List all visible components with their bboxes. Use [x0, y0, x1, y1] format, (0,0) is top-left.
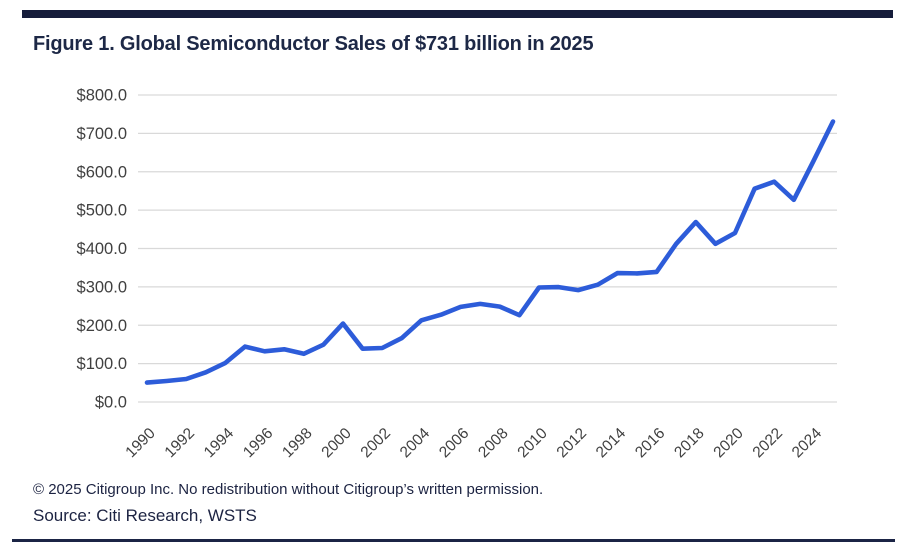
x-tick-label: 2014 — [593, 425, 630, 462]
x-tick-label: 1994 — [201, 425, 238, 462]
y-tick-label: $700.0 — [77, 125, 127, 143]
semiconductor-sales-line-chart: $0.0 $100.0 $200.0 $300.0 $400.0 $500.0 $600.0… — [77, 87, 837, 462]
y-tick-label: $500.0 — [77, 202, 127, 220]
y-tick-label: $600.0 — [77, 163, 127, 181]
source-note: Source: Citi Research, WSTS — [33, 506, 257, 525]
x-tick-label: 1998 — [279, 425, 315, 461]
top-accent-bar — [22, 10, 893, 18]
x-tick-label: 2022 — [750, 425, 786, 461]
y-tick-label: $300.0 — [77, 278, 127, 296]
y-tick-label: $800.0 — [77, 87, 127, 105]
x-tick-label: 2018 — [671, 425, 707, 461]
x-tick-label: 2000 — [318, 425, 355, 462]
x-tick-label: 2006 — [436, 425, 472, 461]
x-tick-label: 2024 — [789, 425, 826, 462]
x-tick-label: 2016 — [632, 425, 668, 461]
y-tick-label: $0.0 — [95, 394, 127, 412]
bottom-rule — [12, 539, 895, 542]
x-tick-label: 2010 — [514, 425, 551, 462]
x-tick-label: 2002 — [358, 425, 394, 461]
figure-title: Figure 1. Global Semiconductor Sales of … — [33, 33, 594, 55]
footer: © 2025 Citigroup Inc. No redistribution … — [33, 478, 893, 530]
x-tick-label: 1992 — [162, 425, 198, 461]
sales-line-series — [144, 119, 836, 385]
y-tick-label: $400.0 — [77, 240, 127, 258]
copyright-note: © 2025 Citigroup Inc. No redistribution … — [33, 481, 544, 498]
x-tick-label: 1990 — [122, 425, 159, 462]
y-tick-label: $200.0 — [77, 317, 127, 335]
x-tick-label: 2012 — [554, 425, 590, 461]
x-tick-label: 2008 — [475, 425, 511, 461]
x-tick-label: 1996 — [240, 425, 276, 461]
x-tick-label: 2020 — [710, 425, 747, 462]
x-tick-label: 2004 — [397, 425, 434, 462]
y-tick-label: $100.0 — [77, 355, 127, 373]
